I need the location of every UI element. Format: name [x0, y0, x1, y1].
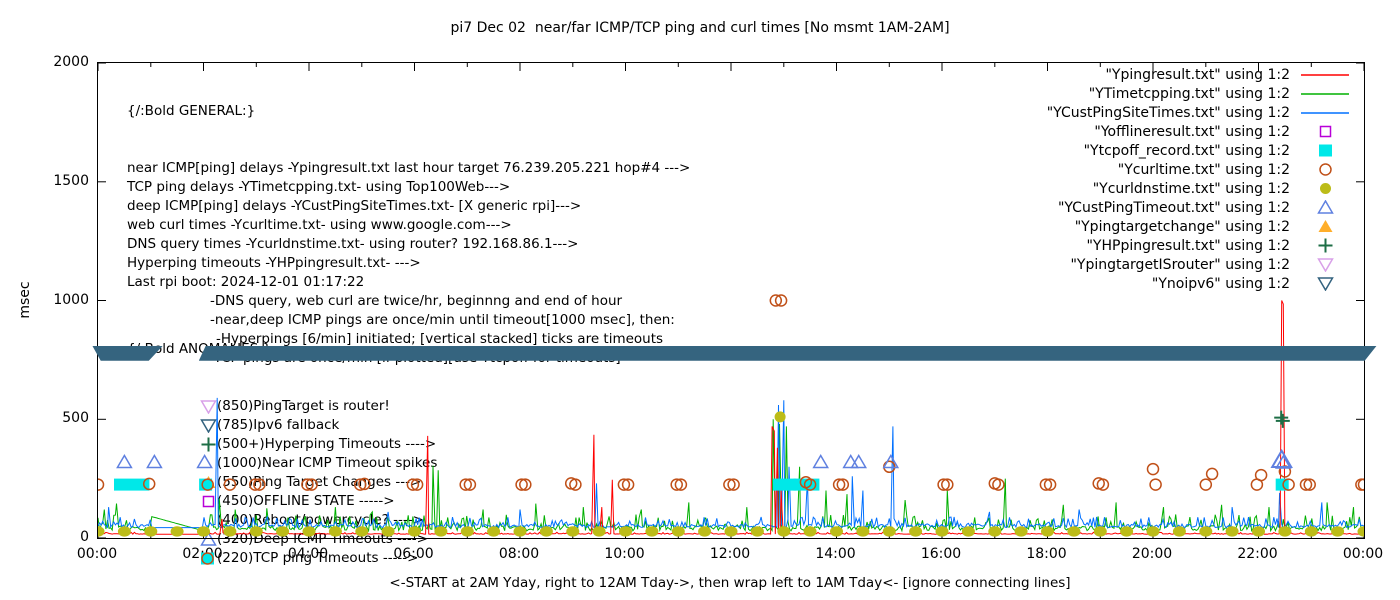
legend-entry: "Ycurltime.txt" using 1:2: [1047, 160, 1354, 179]
plot-series-svg: [98, 63, 1364, 538]
legend-label: "YpingtargetISrouter" using 1:2: [1070, 256, 1290, 273]
anomaly-item: (550)Ping Target Changes --->: [200, 473, 437, 492]
x-tick-label: 20:00: [1131, 546, 1173, 562]
x-tick-label: 00:00: [76, 546, 118, 562]
legend-label: "Ypingtargetchange" using 1:2: [1074, 218, 1290, 235]
series-Ypingresult.txt: [98, 300, 1364, 535]
general-line: web curl times -Ycurltime.txt- using www…: [127, 217, 512, 233]
x-tick-label: 22:00: [1237, 546, 1278, 562]
x-tick-label: 06:00: [393, 546, 434, 562]
general-line: -Hyperpings [6/min] initiated; [vertical…: [216, 331, 664, 347]
y-tick-label: 2000: [53, 54, 89, 70]
general-annotation-block: {/:Bold GENERAL:} near ICMP[ping] delays…: [127, 64, 690, 406]
anomaly-item: (320)Deep ICMP Timeouts ---->: [200, 530, 437, 549]
legend-label: "Ynoipv6" using 1:2: [1151, 275, 1290, 292]
legend-entry: "YpingtargetISrouter" using 1:2: [1047, 255, 1354, 274]
open-square-icon: [1296, 124, 1354, 139]
x-tick-label: 04:00: [287, 546, 329, 562]
x-tick-label: 12:00: [709, 546, 751, 562]
anomaly-item: (785)Ipv6 fallback: [200, 416, 437, 435]
anomaly-open-up-triangle-icon: [200, 532, 217, 547]
x-tick-label: 00:00: [1342, 546, 1384, 562]
open-down-triangle-icon: [1296, 257, 1354, 272]
legend-label: "Ycurldnstime.txt" using 1:2: [1092, 180, 1290, 197]
general-line: near ICMP[ping] delays -Ypingresult.txt …: [127, 160, 691, 176]
legend-label: "Yofflineresult.txt" using 1:2: [1094, 123, 1290, 140]
filled-up-triangle-icon: [1296, 219, 1354, 234]
plus-icon: [1296, 238, 1354, 253]
series-YTimetcpping.txt: [98, 419, 1364, 533]
anomaly-label: (450)OFFLINE STATE ----->: [217, 493, 395, 509]
anomaly-item: (850)PingTarget is router!: [200, 397, 437, 416]
y-tick-label: 1500: [53, 172, 89, 189]
anomaly-label: (320)Deep ICMP Timeouts ---->: [217, 531, 428, 547]
line-icon: [1296, 68, 1354, 82]
filled-square-icon: [1296, 143, 1354, 158]
legend-label: "YHPpingresult.txt" using 1:2: [1086, 237, 1290, 254]
general-line: deep ICMP[ping] delays -YCustPingSiteTim…: [127, 198, 582, 214]
general-line: Last rpi boot: 2024-12-01 01:17:22: [127, 274, 365, 290]
legend-entry: "YCustPingTimeout.txt" using 1:2: [1047, 198, 1354, 217]
legend-entry: "YTimetcpping.txt" using 1:2: [1047, 84, 1354, 103]
anomaly-label: (220)TCP ping Timeouts ----->: [217, 550, 419, 566]
x-tick-label: 10:00: [604, 546, 645, 562]
legend-entry: "Ytcpoff_record.txt" using 1:2: [1047, 141, 1354, 160]
legend-label: "YTimetcpping.txt" using 1:2: [1088, 85, 1290, 102]
y-tick-label: 500: [62, 410, 89, 427]
plot-area: [97, 62, 1365, 539]
legend-entry: "Ypingtargetchange" using 1:2: [1047, 217, 1354, 236]
anomaly-item: (450)OFFLINE STATE ----->: [200, 492, 437, 511]
legend-entry: "Yofflineresult.txt" using 1:2: [1047, 122, 1354, 141]
anomaly-open-square-icon: [200, 494, 217, 509]
anomaly-label: (500+)Hyperping Timeouts ---->: [217, 436, 437, 452]
filled-circle-icon: [1296, 181, 1354, 196]
anomaly-item: (500+)Hyperping Timeouts ---->: [200, 435, 437, 454]
general-line: -DNS query, web curl are twice/hr, begin…: [210, 293, 623, 309]
x-tick-label: 18:00: [1026, 546, 1067, 562]
open-up-triangle-icon: [1296, 200, 1354, 215]
general-line: -near,deep ICMP pings are once/min until…: [210, 312, 675, 328]
x-tick-label: 08:00: [498, 546, 540, 562]
x-tick-label: 16:00: [920, 546, 962, 562]
legend-entry: "Ycurldnstime.txt" using 1:2: [1047, 179, 1354, 198]
x-tick-label: 14:00: [815, 546, 856, 562]
series-YCustPingSiteTimes.txt: [98, 397, 1364, 530]
x-axis-label: <-START at 2AM Yday, right to 12AM Tday-…: [389, 575, 1071, 591]
legend: "Ypingresult.txt" using 1:2 "YTimetcpping…: [1047, 65, 1354, 293]
anomaly-label: (785)Ipv6 fallback: [217, 417, 340, 433]
legend-label: "Ytcpoff_record.txt" using 1:2: [1083, 142, 1290, 159]
legend-label: "YCustPingTimeout.txt" using 1:2: [1057, 199, 1290, 216]
y-tick-label: 0: [80, 529, 89, 545]
general-header: {/:Bold GENERAL:}: [127, 103, 256, 119]
open-down-triangle-icon: [1296, 276, 1354, 291]
legend-entry: "Ynoipv6" using 1:2: [1047, 274, 1354, 293]
legend-label: "Ycurltime.txt" using 1:2: [1117, 161, 1290, 178]
y-tick-label: 1000: [53, 291, 89, 308]
timeline-band-segment: [199, 346, 1377, 361]
general-line: TCP ping delays -YTimetcpping.txt- using…: [127, 179, 511, 195]
line-icon: [1296, 106, 1354, 120]
legend-label: "Ypingresult.txt" using 1:2: [1105, 66, 1290, 83]
anomaly-item: (220)TCP ping Timeouts ----->: [200, 549, 437, 568]
general-line: Hyperping timeouts -YHPpingresult.txt- -…: [127, 255, 421, 271]
general-lines: near ICMP[ping] delays -Ypingresult.txt …: [127, 159, 690, 368]
open-circle-icon: [1296, 162, 1354, 177]
anomaly-label: (550)Ping Target Changes --->: [217, 474, 422, 490]
anomaly-open-down-triangle-icon: [200, 418, 217, 433]
chart-title: pi7 Dec 02 near/far ICMP/TCP ping and cu…: [450, 20, 950, 36]
legend-entry: "YHPpingresult.txt" using 1:2: [1047, 236, 1354, 255]
y-axis-label: msec: [17, 281, 33, 319]
anomaly-open-down-triangle-icon: [200, 399, 217, 414]
legend-entry: "YCustPingSiteTimes.txt" using 1:2: [1047, 103, 1354, 122]
general-line: DNS query times -Ycurldnstime.txt- using…: [127, 236, 579, 252]
anomaly-combo-square-circle-icon: [200, 551, 217, 566]
anomaly-label: (850)PingTarget is router!: [217, 398, 390, 414]
line-icon: [1296, 87, 1354, 101]
legend-label: "YCustPingSiteTimes.txt" using 1:2: [1046, 104, 1290, 121]
timeline-band-segment: [92, 345, 163, 361]
anomaly-plus-icon: [200, 437, 217, 452]
legend-entry: "Ypingresult.txt" using 1:2: [1047, 65, 1354, 84]
